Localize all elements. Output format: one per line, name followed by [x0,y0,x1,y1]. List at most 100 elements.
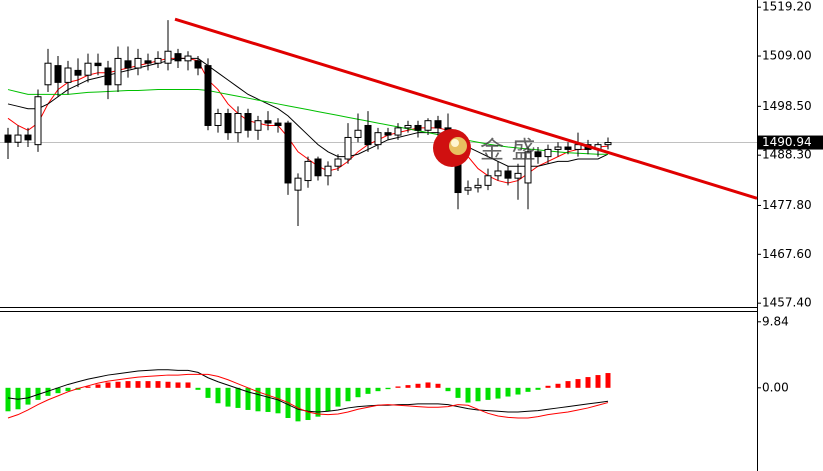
candle-body [504,170,512,179]
candle-body [174,53,182,62]
histogram-bar [515,387,521,395]
histogram-bar [245,387,251,410]
candle-body [294,177,302,191]
histogram-bar [365,387,371,394]
histogram-bar [555,383,561,388]
candle-body [524,151,532,184]
histogram-bar [105,382,111,388]
histogram-bar [335,387,341,407]
y-tick-label: 1509.00 [762,49,812,63]
y-tick-label: 1519.20 [762,0,812,14]
histogram-bar [85,386,91,388]
candle-body [124,60,132,69]
candle-body [64,67,72,83]
histogram-bar [315,387,321,417]
histogram-bar [545,385,551,388]
histogram-bar [175,382,181,388]
histogram-bar [15,387,21,410]
candle-body [94,62,102,67]
y-tick-label: 0.00 [762,380,789,394]
candle-body [224,113,232,134]
histogram-bar [455,387,461,398]
histogram-bar [155,381,161,388]
histogram-bar [275,387,281,414]
histogram-bar [125,381,131,388]
y-tick-label: 1488.30 [762,148,812,162]
candle-body [284,122,292,184]
histogram-bar [195,387,201,390]
candle-body [274,122,282,126]
logo-circle [449,137,467,155]
histogram-bar [25,387,31,405]
histogram-bar [605,373,611,388]
candle-body [184,55,192,62]
candle-body [354,129,362,138]
histogram-bar [505,387,511,397]
indicator-line [7,373,609,419]
histogram-bar [325,387,331,412]
histogram-bar [305,387,311,421]
histogram-bar [345,387,351,402]
candle-body [544,148,552,158]
watermark: 金 盛 [480,136,536,164]
candle-body [554,146,562,150]
logo-circle [451,139,459,147]
histogram-bar [295,387,301,422]
histogram-bar [435,383,441,388]
candle-body [104,67,112,86]
candle-body [254,120,262,131]
candle-body [194,60,202,69]
histogram-bar [585,377,591,388]
candle-body [24,134,32,141]
histogram-bar [265,387,271,412]
candle-body [244,113,252,131]
histogram-bar [445,387,451,392]
candle-body [414,124,422,131]
candle-body [344,136,352,160]
candle-body [374,132,382,146]
candle-body [464,187,472,191]
candle-body [264,120,272,124]
histogram-bar [565,381,571,388]
histogram-bar [495,387,501,399]
y-tick-label: 1498.50 [762,99,812,113]
histogram-bar [255,387,261,412]
candle-body [304,160,312,182]
histogram-bar [95,384,101,388]
candle-body [34,96,42,146]
price-label: 1490.94 [762,135,812,149]
histogram-bar [375,387,381,392]
candle-body [154,57,162,64]
histogram-bar [165,381,171,388]
candle-body [84,62,92,76]
candle-body [484,175,492,186]
candle-body [14,134,22,143]
histogram-bar [475,387,481,402]
histogram-bar [185,382,191,388]
histogram-bar [55,387,61,394]
candle-body [164,50,172,64]
candle-body [114,57,122,86]
histogram-bar [525,387,531,392]
candle-body [364,124,372,146]
price-label-box [758,135,823,150]
candle-body [404,124,412,129]
histogram-bar [595,375,601,388]
candle-body [144,60,152,64]
histogram-bar [355,387,361,398]
y-tick-label: 1477.80 [762,198,812,212]
histogram-bar [5,387,11,412]
histogram-bar [425,382,431,388]
histogram-bar [135,381,141,388]
histogram-bar [415,383,421,388]
candle-body [44,62,52,86]
histogram-bar [395,386,401,388]
candle-body [324,165,332,177]
candle-body [74,69,82,76]
candle-body [474,184,482,189]
candle-body [604,142,612,146]
histogram-bar [535,387,541,390]
candle-body [334,158,342,167]
